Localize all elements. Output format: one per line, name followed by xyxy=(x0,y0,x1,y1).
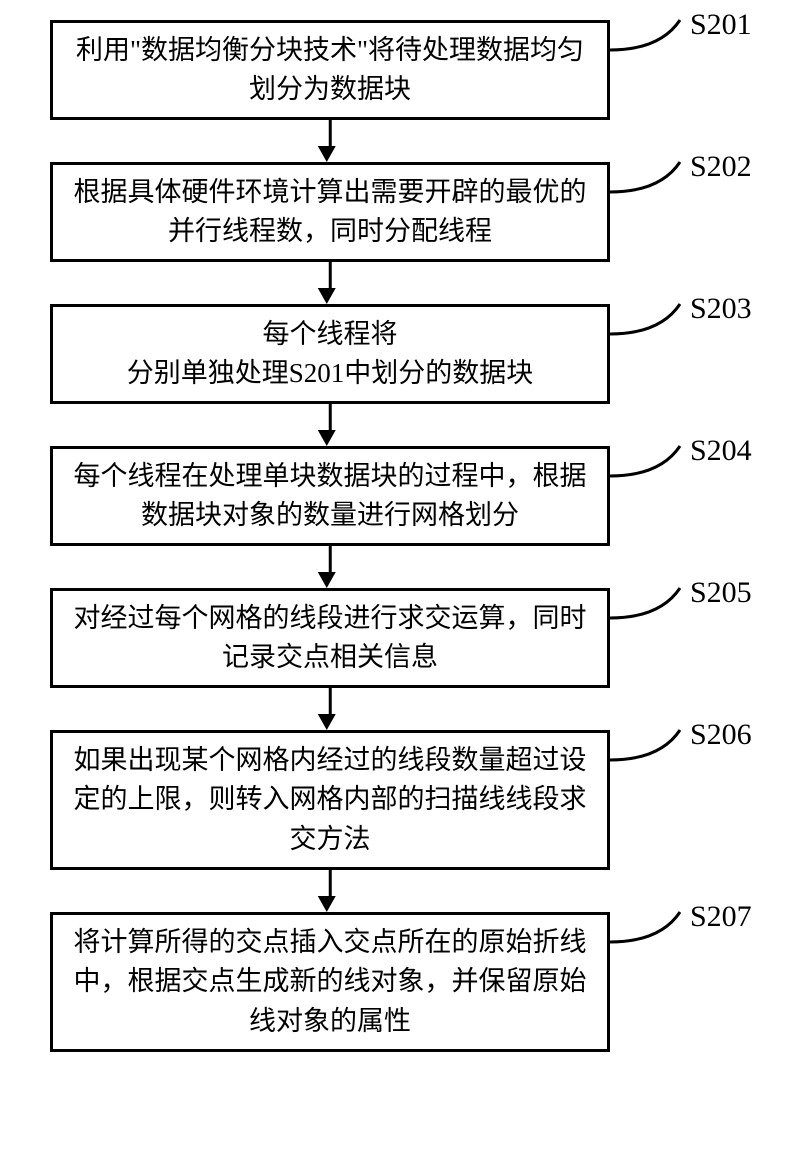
step-label-s204: S204 xyxy=(690,434,752,468)
step-text: 如果出现某个网格内经过的线段数量超过设定的上限，则转入网格内部的扫描线线段求交方… xyxy=(69,741,591,858)
step-label-s207: S207 xyxy=(690,900,752,934)
step-text: 利用"数据均衡分块技术"将待处理数据均匀划分为数据块 xyxy=(69,31,591,109)
step-text: 对经过每个网格的线段进行求交运算，同时记录交点相关信息 xyxy=(69,599,591,677)
step-box-s202: 根据具体硬件环境计算出需要开辟的最优的并行线程数，同时分配线程 xyxy=(50,162,610,262)
step-text: 根据具体硬件环境计算出需要开辟的最优的并行线程数，同时分配线程 xyxy=(69,173,591,251)
step-label-s205: S205 xyxy=(690,576,752,610)
step-box-s204: 每个线程在处理单块数据块的过程中，根据数据块对象的数量进行网格划分 xyxy=(50,446,610,546)
step-text: 将计算所得的交点插入交点所在的原始折线中，根据交点生成新的线对象，并保留原始线对… xyxy=(69,923,591,1040)
step-text: 每个线程在处理单块数据块的过程中，根据数据块对象的数量进行网格划分 xyxy=(69,457,591,535)
step-label-s206: S206 xyxy=(690,718,752,752)
arrow-3 xyxy=(325,404,336,446)
step-box-s206: 如果出现某个网格内经过的线段数量超过设定的上限，则转入网格内部的扫描线线段求交方… xyxy=(50,730,610,870)
flowchart-container: 利用"数据均衡分块技术"将待处理数据均匀划分为数据块 S201 根据具体硬件环境… xyxy=(0,0,800,1153)
arrow-6 xyxy=(325,870,336,912)
step-text: 每个线程将 分别单独处理S201中划分的数据块 xyxy=(127,315,534,393)
step-box-s201: 利用"数据均衡分块技术"将待处理数据均匀划分为数据块 xyxy=(50,20,610,120)
arrow-4 xyxy=(325,546,336,588)
step-box-s207: 将计算所得的交点插入交点所在的原始折线中，根据交点生成新的线对象，并保留原始线对… xyxy=(50,912,610,1052)
arrow-5 xyxy=(325,688,336,730)
step-box-s203: 每个线程将 分别单独处理S201中划分的数据块 xyxy=(50,304,610,404)
step-box-s205: 对经过每个网格的线段进行求交运算，同时记录交点相关信息 xyxy=(50,588,610,688)
step-label-s203: S203 xyxy=(690,292,752,326)
arrow-2 xyxy=(325,262,336,304)
arrow-1 xyxy=(325,120,336,162)
step-label-s201: S201 xyxy=(690,8,752,42)
step-label-s202: S202 xyxy=(690,150,752,184)
